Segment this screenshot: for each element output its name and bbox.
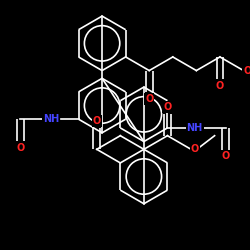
Text: O: O bbox=[145, 94, 153, 104]
Text: O: O bbox=[216, 80, 224, 90]
Text: O: O bbox=[163, 102, 172, 112]
Text: O: O bbox=[16, 143, 24, 153]
Text: O: O bbox=[92, 116, 101, 126]
Text: O: O bbox=[222, 152, 230, 162]
Text: NH: NH bbox=[43, 114, 60, 124]
Text: NH: NH bbox=[186, 123, 203, 133]
Text: O: O bbox=[191, 144, 199, 154]
Text: O: O bbox=[243, 66, 250, 76]
